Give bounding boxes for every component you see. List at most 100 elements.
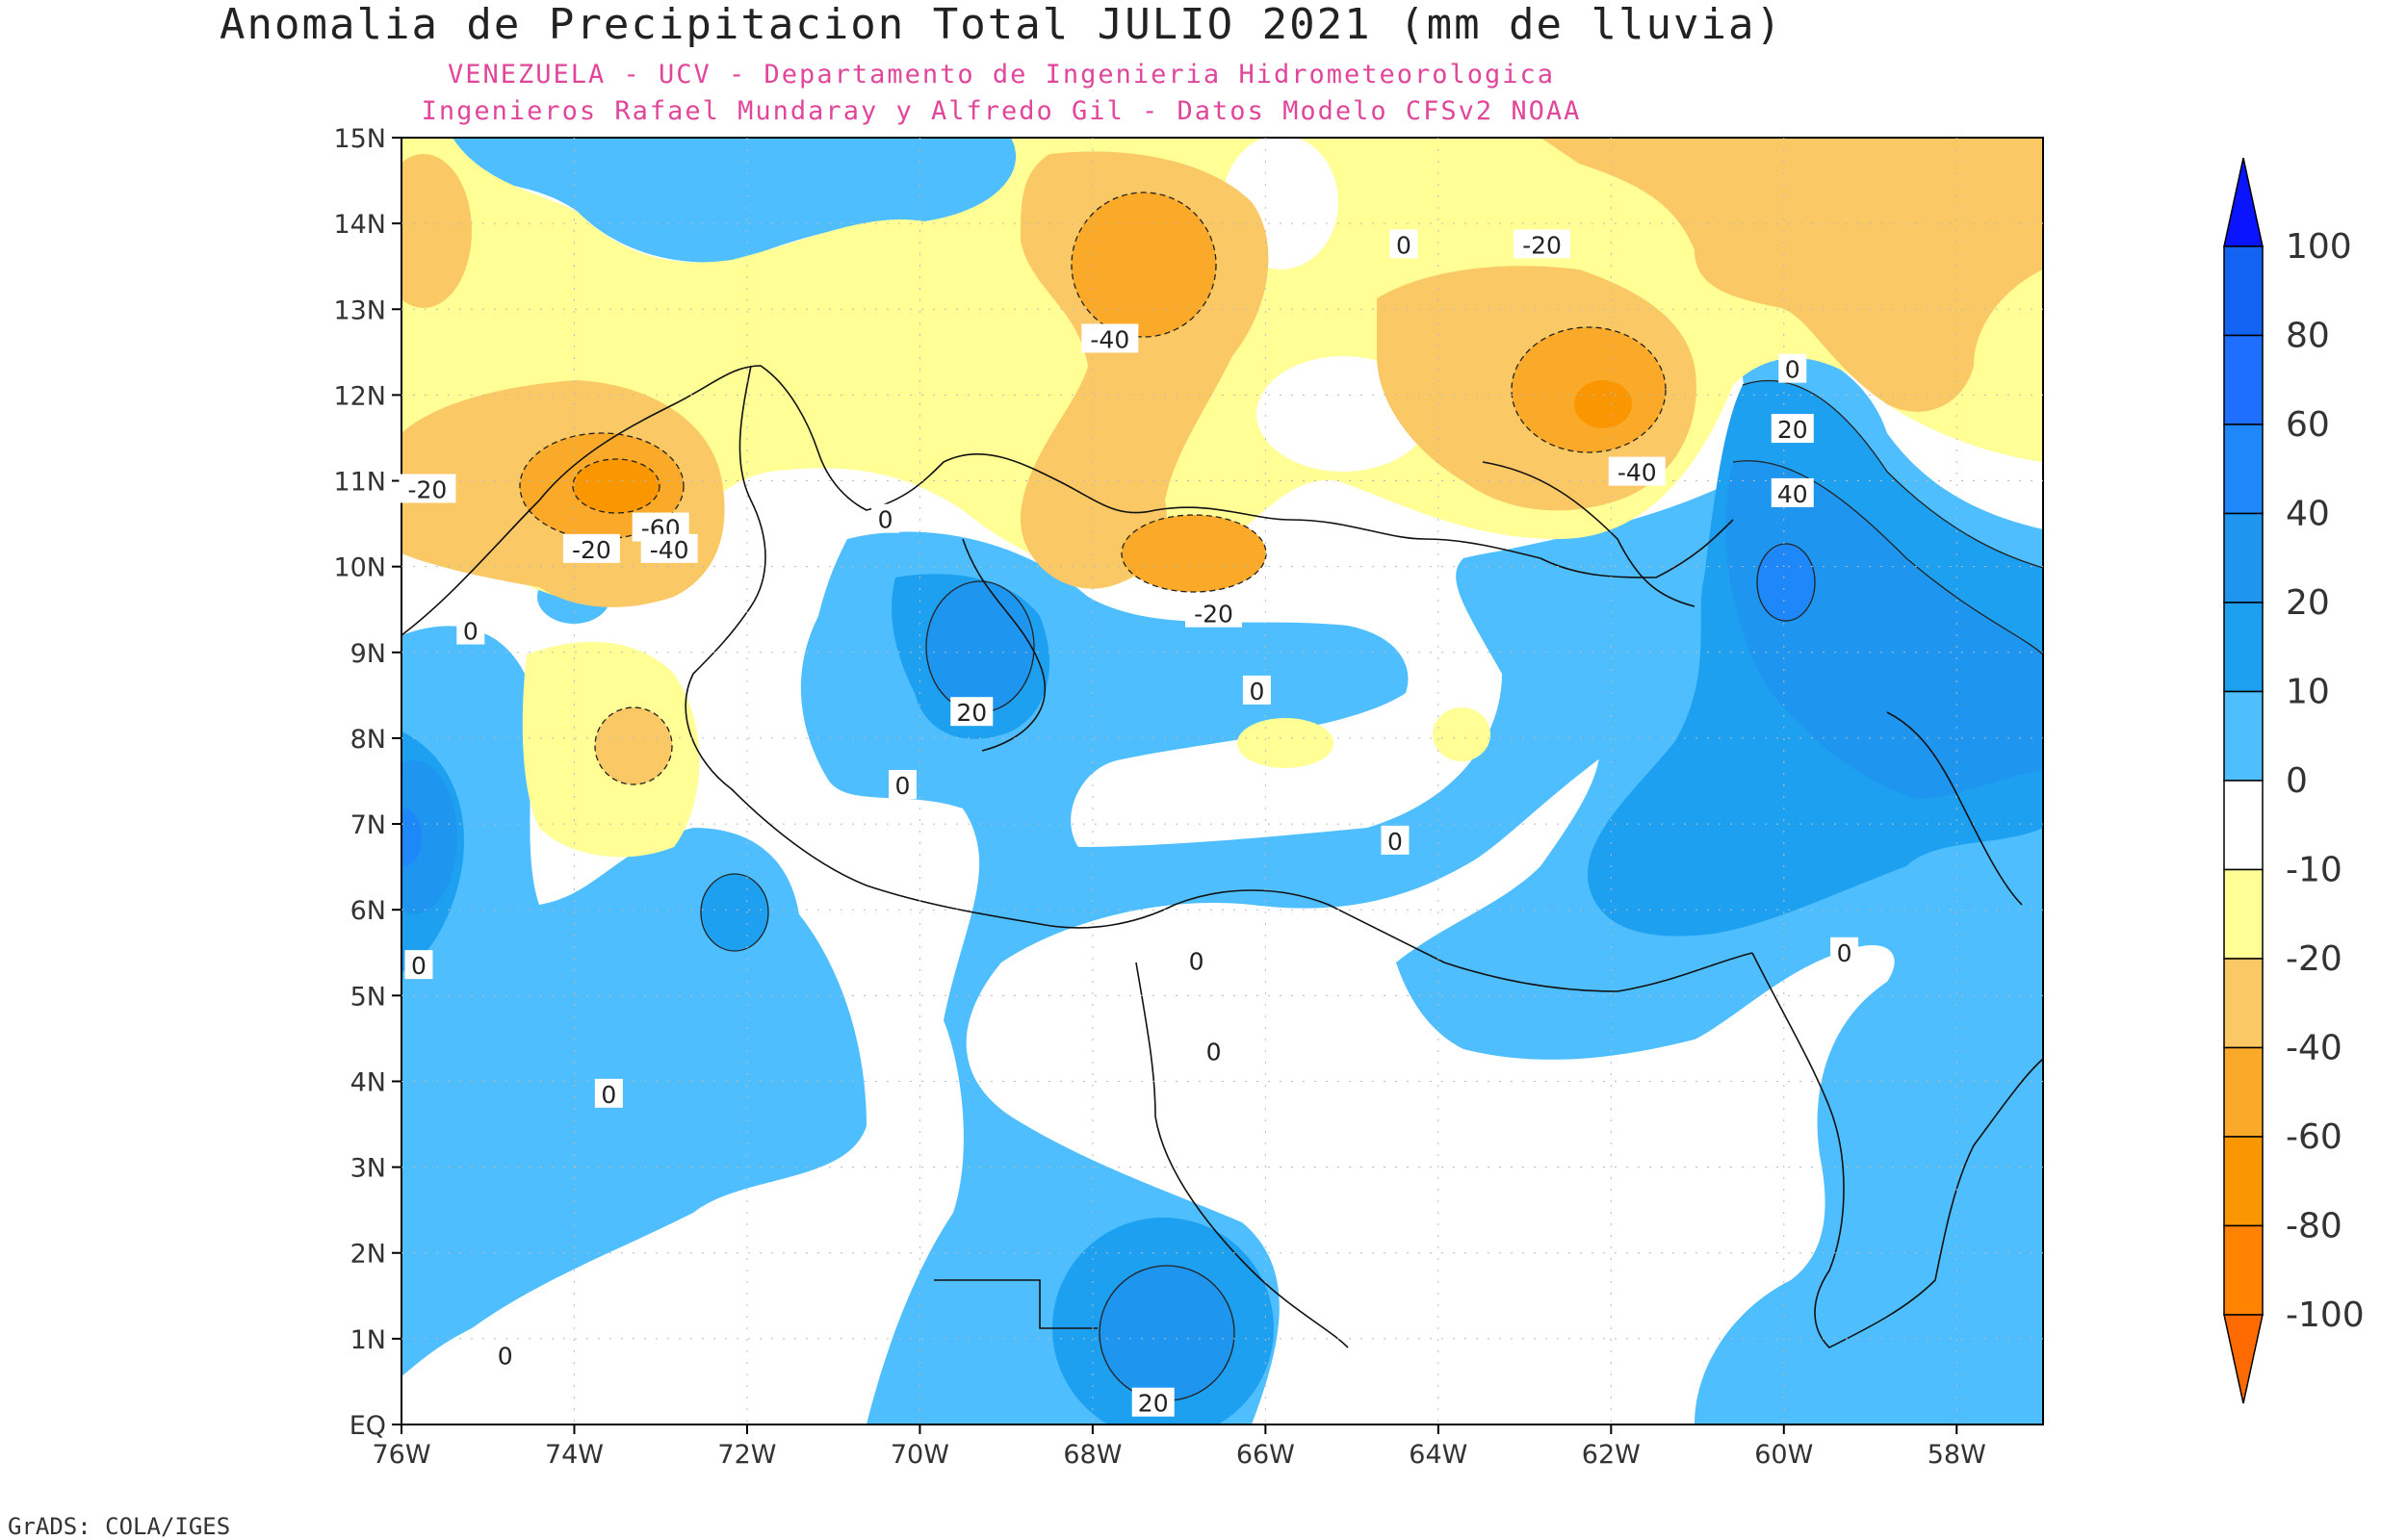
contour-label-box: [399, 474, 456, 503]
contour-label-box: [1514, 229, 1571, 259]
lon-tick-label: 62W: [1582, 1440, 1641, 1470]
contour-label: 20: [956, 699, 987, 727]
colorbar-label: -60: [2286, 1117, 2342, 1157]
contour-label-box: [562, 533, 620, 563]
contour-label: -20: [572, 536, 611, 564]
colorbar-segment: [2223, 602, 2264, 693]
colorbar-segment: [2223, 424, 2264, 515]
gridlines: [401, 138, 2043, 1424]
contour-label: -20: [1194, 601, 1233, 629]
anomaly-region-yellow-llanos: [1237, 718, 1333, 768]
anomaly-region-20-40-amazon: [1100, 1266, 1234, 1400]
anomaly-region-60-80-margarita: [1574, 380, 1632, 428]
lon-tick-label: 74W: [545, 1440, 604, 1470]
colorbar-label: -100: [2286, 1296, 2365, 1335]
contour-label: 0: [1249, 678, 1264, 706]
chart-subtitle-institution: VENEZUELA - UCV - Departamento de Ingeni…: [447, 60, 1556, 90]
contour-label: 0: [1837, 939, 1852, 967]
colorbar-label: 10: [2286, 673, 2330, 712]
anomaly-region-orange-northeast: [1540, 138, 2043, 412]
contour-label: 0: [1189, 948, 1204, 976]
axes: 15N 14N 13N 12N 11N 10N 9N 8N 7N 6N 5N 4N 3N 2N 1N EQ76…: [333, 124, 1985, 1470]
colorbar-segment: [2223, 958, 2264, 1049]
colorbar-label: 100: [2286, 227, 2352, 267]
lat-tick-label: 7N: [350, 810, 386, 840]
colorbar-label: -40: [2286, 1029, 2342, 1068]
contour-label-box: [1081, 323, 1139, 353]
colorbar-top-arrow: [2223, 157, 2264, 247]
lat-tick-label: 13N: [333, 295, 386, 325]
contour-label: -20: [1522, 231, 1562, 259]
lat-tick-label: 12N: [333, 381, 386, 411]
contour-label-box: [1131, 1387, 1175, 1417]
colorbar-segment: [2223, 512, 2264, 603]
colorbar-segment: [2223, 334, 2264, 425]
lon-tick-label: 68W: [1063, 1440, 1122, 1470]
contour-label-box: [871, 503, 900, 533]
contour-label: 0: [878, 506, 893, 534]
contour-label: 40: [1777, 480, 1808, 508]
contour-label: 20: [1138, 1390, 1169, 1418]
anomaly-fields: [401, 138, 2043, 1424]
colorbar-bottom-arrow: [2223, 1314, 2264, 1404]
anomaly-region-20-40-west: [401, 760, 457, 914]
coastline-borders: [401, 365, 2043, 1348]
contour-label-box: [594, 1078, 623, 1108]
lat-tick-label: 14N: [333, 210, 386, 240]
lat-tick-label: 11N: [333, 468, 386, 498]
plot-frame: [401, 137, 2044, 1425]
contour-label: -40: [1090, 325, 1129, 353]
anomaly-region-40-60-west: [401, 808, 422, 866]
lon-tick-label: 72W: [717, 1440, 776, 1470]
contour-label-box: [1771, 477, 1814, 507]
lat-tick-label: 9N: [350, 639, 386, 669]
contour-label-box: [1182, 945, 1211, 975]
colorbar-label: -10: [2286, 851, 2342, 890]
anomaly-region-yellow-llanos-east: [1433, 707, 1490, 761]
lat-tick-label: 1N: [350, 1325, 386, 1355]
colorbar-label: 0: [2286, 761, 2308, 801]
lon-tick-label: 76W: [372, 1440, 430, 1470]
lat-tick-label: 10N: [333, 553, 386, 583]
anomaly-region-20-40-lara: [926, 581, 1034, 712]
lon-tick-label: 70W: [891, 1440, 949, 1470]
lat-tick-label: 3N: [350, 1154, 386, 1184]
lon-tick-label: 64W: [1409, 1440, 1467, 1470]
colorbar-label: 80: [2286, 317, 2330, 356]
colorbar-segment: [2223, 690, 2264, 782]
colorbar-segment: [2223, 1224, 2264, 1316]
contour-label: 0: [1206, 1038, 1222, 1065]
lat-tick-label: 4N: [350, 1067, 386, 1097]
anomaly-region-40-60-caracas: [1122, 515, 1266, 592]
lat-tick-label: 5N: [350, 982, 386, 1012]
contour-label-box: [456, 615, 485, 645]
chart-subtitle-authors: Ingenieros Rafael Mundaray y Alfredo Gil…: [421, 96, 1582, 126]
contour-label: 0: [1396, 231, 1411, 259]
lat-tick-label: 2N: [350, 1240, 386, 1270]
lat-tick-label: 15N: [333, 124, 386, 154]
anomaly-region-orange-caribbean-nw: [401, 154, 472, 308]
anomaly-region-blue-west: [401, 626, 867, 1376]
contour-lines: [519, 192, 2043, 1401]
colorbar-segment: [2223, 245, 2264, 337]
contour-label-box: [888, 769, 917, 799]
contour-label: 0: [1387, 828, 1403, 856]
lon-tick-label: 60W: [1754, 1440, 1813, 1470]
anomaly-region-blue-north: [453, 138, 1017, 263]
contour-label: -20: [407, 475, 447, 503]
lat-tick-label: 8N: [350, 725, 386, 755]
contour-label: -40: [650, 536, 689, 564]
contour-label-box: [1389, 229, 1418, 259]
contour-label-box: [1200, 1036, 1229, 1065]
colorbar-label: -80: [2286, 1207, 2342, 1246]
lon-tick-label: 66W: [1236, 1440, 1295, 1470]
contour-label: -40: [1618, 459, 1657, 487]
anomaly-region-40-60-center: [1757, 544, 1815, 621]
contour-label: 20: [1777, 416, 1808, 444]
contour-label: 0: [498, 1343, 513, 1371]
contour-label-box: [1608, 456, 1666, 486]
colorbar-segment: [2223, 868, 2264, 960]
lon-tick-label: 58W: [1928, 1440, 1986, 1470]
